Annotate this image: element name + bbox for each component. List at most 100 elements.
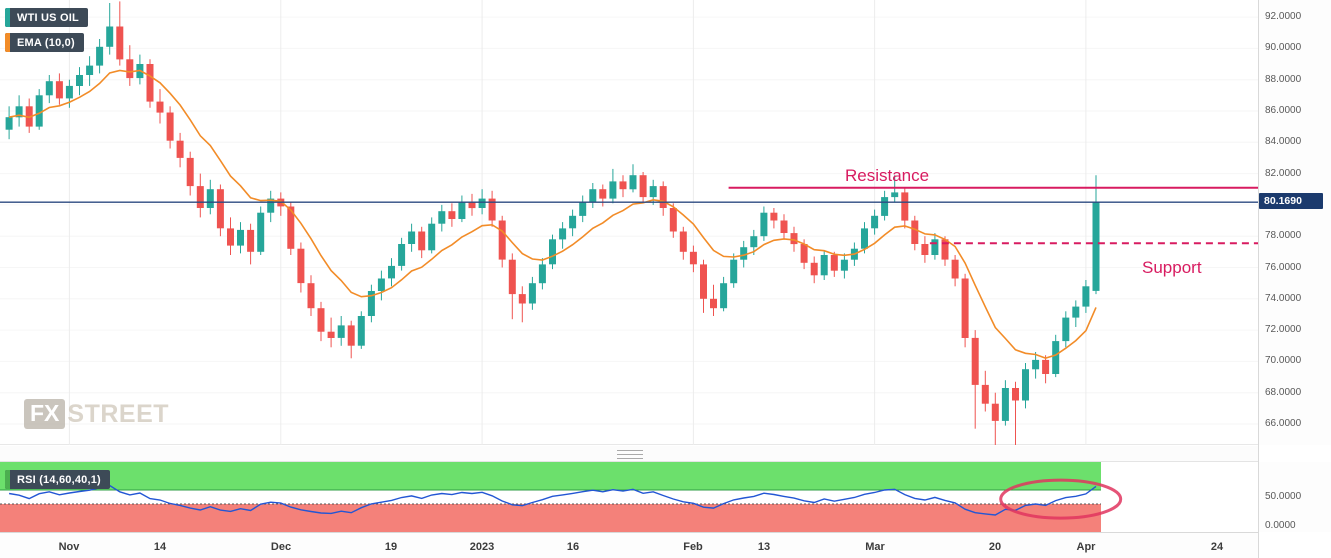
time-axis-label: Apr: [1076, 541, 1096, 553]
candle: [770, 208, 778, 229]
candle: [830, 251, 838, 277]
candle: [518, 286, 526, 323]
rsi-accent-bar: [5, 470, 10, 489]
panel-separator: [0, 446, 1258, 462]
resistance-label: Resistance: [845, 166, 930, 185]
candle: [35, 89, 43, 130]
price-chart-canvas[interactable]: [0, 0, 1258, 445]
rsi-indicator-badge[interactable]: RSI (14,60,40,1): [5, 470, 110, 489]
price-axis[interactable]: 80.1690 92.0000 90.0000 88.0000 86.0000 84.0…: [1259, 0, 1331, 445]
candle: [689, 245, 697, 273]
rsi-overbought-band: [0, 462, 1101, 490]
candle: [45, 75, 53, 104]
rsi-axis-label: 50.0000: [1265, 491, 1302, 502]
candle: [317, 301, 325, 342]
candle: [679, 226, 687, 260]
price-axis-label: 82.0000: [1265, 168, 1302, 179]
candle: [1032, 352, 1040, 379]
candle: [730, 253, 738, 288]
candle: [106, 3, 114, 55]
candle: [388, 258, 395, 287]
candle: [589, 183, 597, 208]
candle: [216, 184, 224, 237]
ema-indicator-badge[interactable]: EMA (10,0): [5, 33, 84, 52]
time-axis-label: 19: [384, 541, 398, 553]
candle: [961, 273, 969, 348]
candle: [498, 215, 506, 268]
rsi-axis[interactable]: 50.0000 0.0000: [1259, 462, 1331, 532]
candle: [55, 73, 63, 105]
candle: [820, 250, 828, 280]
candle: [760, 206, 768, 241]
panel-resize-handle[interactable]: [617, 450, 643, 459]
time-axis[interactable]: Nov 14 Dec 19 2023 16 Feb 13 Mar 20 Apr 24: [0, 532, 1258, 558]
rsi-badge-label: RSI (14,60,40,1): [17, 473, 101, 486]
price-axis-label: 68.0000: [1265, 387, 1302, 398]
candle: [508, 253, 516, 320]
rsi-line: [8, 484, 1097, 516]
candle: [297, 242, 305, 293]
candle: [1042, 355, 1050, 384]
candle: [428, 217, 436, 254]
rsi-panel[interactable]: RSI (14,60,40,1): [0, 462, 1258, 532]
time-axis-label: Nov: [58, 541, 80, 553]
candle: [549, 234, 556, 270]
candle: [86, 56, 94, 86]
candle: [1092, 175, 1100, 295]
candle: [981, 370, 989, 412]
candle: [257, 206, 265, 255]
candle: [609, 168, 617, 204]
ellipse-annotation: [999, 478, 1123, 520]
candle: [15, 95, 23, 127]
candle: [619, 175, 627, 198]
candle: [5, 106, 13, 140]
price-chart-panel[interactable]: WTI US OIL EMA (10,0) Resistance Support…: [0, 0, 1258, 445]
candle: [65, 79, 73, 108]
candle: [921, 236, 929, 263]
candle: [408, 223, 416, 252]
candle: [528, 276, 536, 310]
candle: [971, 330, 979, 429]
time-axis-label: 14: [153, 541, 167, 553]
symbol-badge[interactable]: WTI US OIL: [5, 8, 88, 27]
candle: [1072, 300, 1080, 327]
candle: [237, 222, 244, 254]
candle: [861, 222, 868, 254]
price-axis-label: 88.0000: [1265, 74, 1302, 85]
candle: [247, 223, 255, 265]
time-axis-label: 13: [757, 541, 771, 553]
candle: [156, 89, 164, 124]
candle: [126, 45, 134, 86]
rsi-canvas[interactable]: [0, 462, 1258, 532]
candle: [659, 181, 667, 216]
candle: [840, 253, 848, 279]
price-axis-label: 72.0000: [1265, 324, 1302, 335]
candle: [559, 222, 567, 249]
candle: [347, 320, 355, 359]
time-axis-label: 20: [988, 541, 1002, 553]
candle: [951, 255, 959, 287]
candle: [649, 179, 657, 205]
candle: [337, 316, 345, 346]
candle: [901, 187, 909, 229]
candle: [76, 67, 83, 96]
candle: [206, 179, 214, 215]
rsi-oversold-band: [0, 504, 1101, 532]
candle: [911, 215, 919, 251]
candle: [629, 164, 637, 193]
candle: [377, 270, 385, 301]
candle: [1001, 380, 1009, 426]
time-axis-label: 24: [1210, 541, 1224, 553]
candle: [881, 190, 889, 221]
ema-badge-label: EMA (10,0): [17, 36, 75, 49]
time-axis-label: 2023: [469, 541, 495, 553]
candle: [1082, 280, 1090, 313]
candle: [740, 240, 748, 268]
candle: [700, 259, 707, 313]
candle: [146, 59, 154, 108]
candle: [931, 233, 939, 260]
candle: [941, 236, 949, 266]
candle: [639, 172, 647, 204]
axis-divider-line: [1258, 0, 1259, 558]
candle: [227, 217, 234, 255]
